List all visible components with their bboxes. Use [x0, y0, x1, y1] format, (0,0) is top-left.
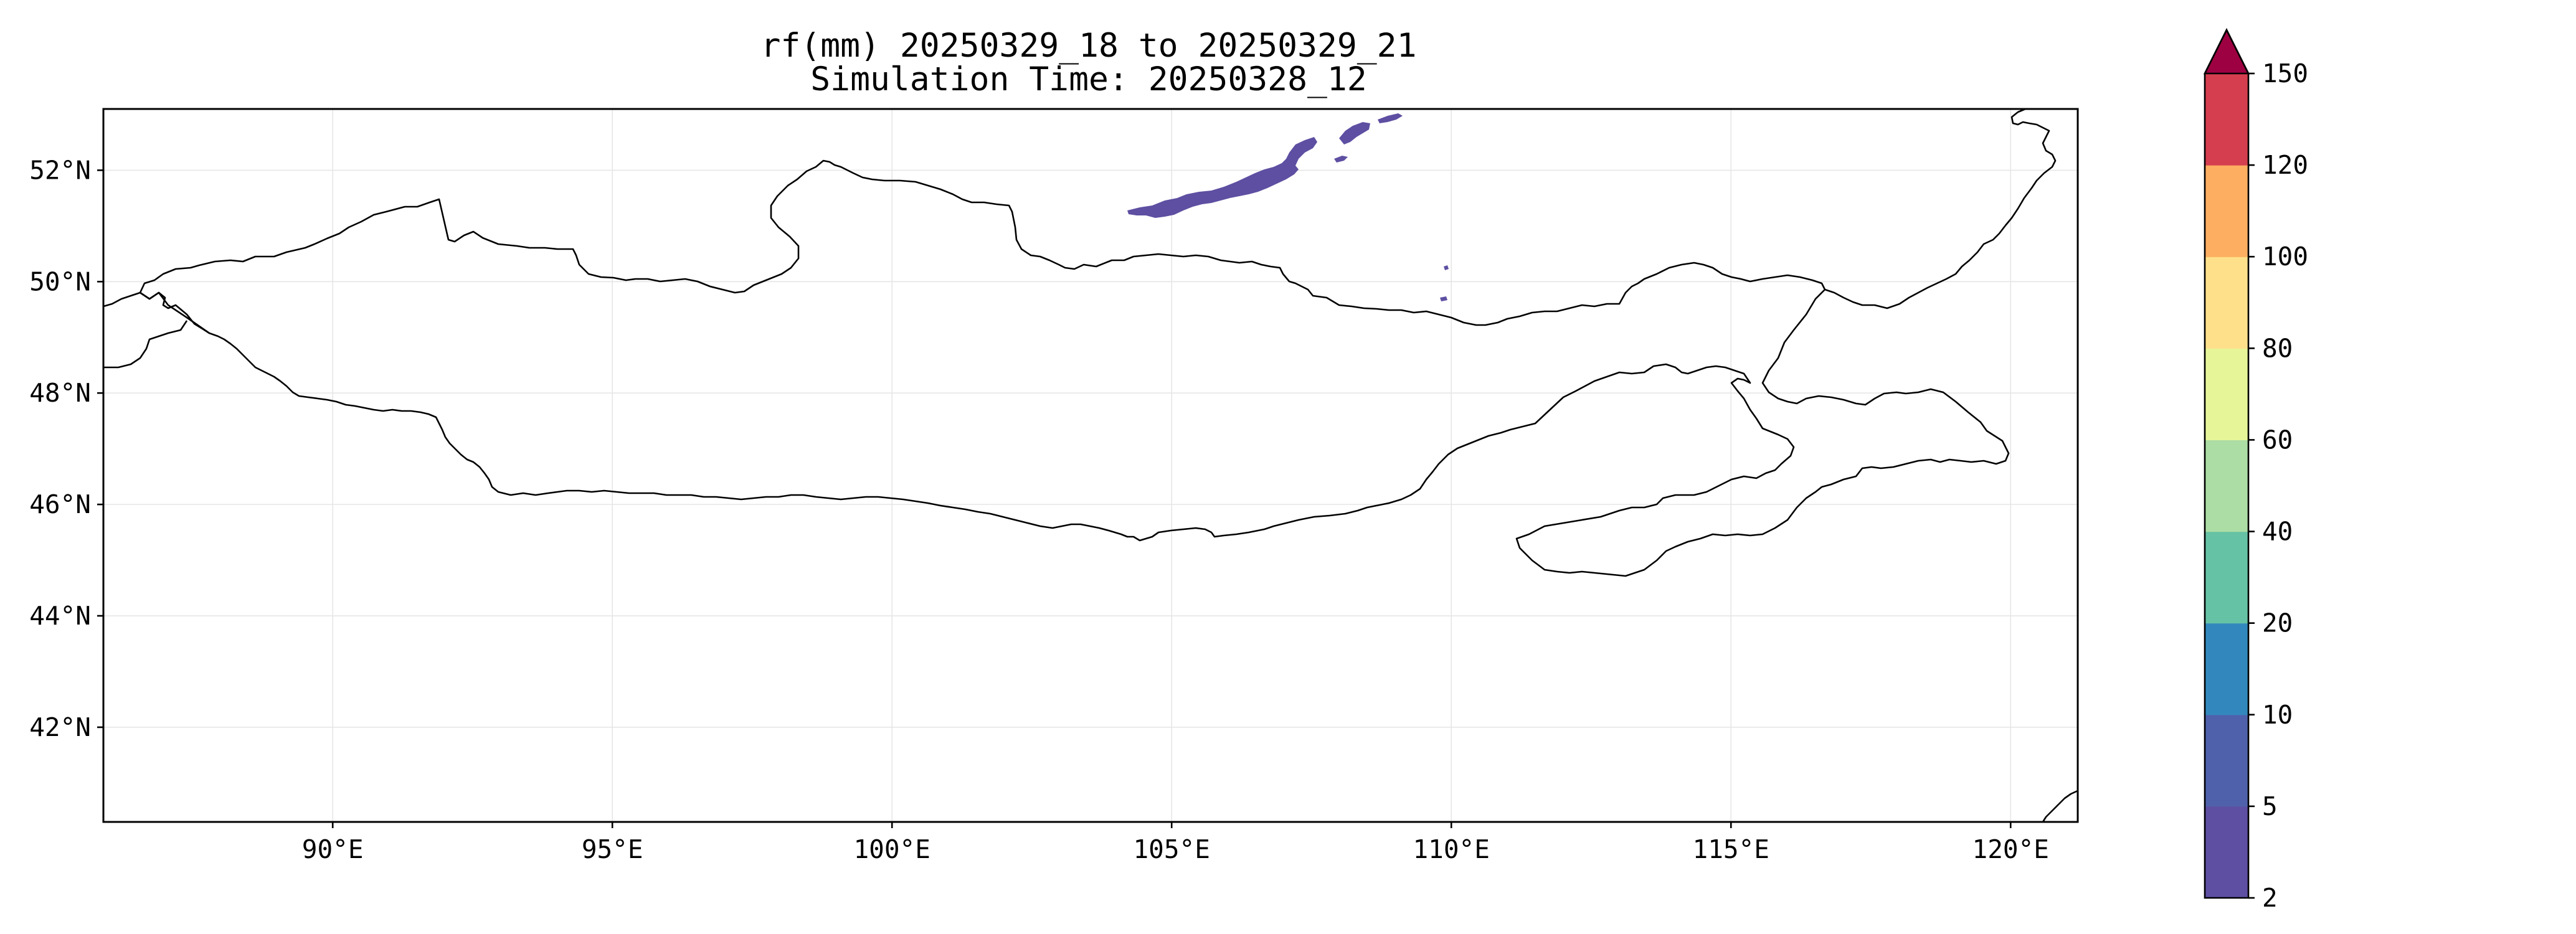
colorbar-extend-arrow: [2203, 28, 2250, 75]
longitude-axis: 90°E 95°E 100°E 105°E 110°E 115°E 120°E: [302, 822, 2049, 864]
lat-tick-label: 46°N: [29, 489, 91, 519]
lat-tick-label: 42°N: [29, 712, 91, 742]
rainfall-patch-main: [1127, 137, 1317, 218]
lat-tick-label: 48°N: [29, 378, 91, 408]
neighbor-border-west: [103, 291, 210, 334]
lon-tick-label: 115°E: [1693, 834, 1769, 864]
colorbar: 2 5 10 20 40 60 80 100 120 150: [2203, 28, 2308, 913]
colorbar-bin-20-40: [2205, 531, 2248, 624]
lon-tick-label: 110°E: [1413, 834, 1490, 864]
lon-tick-label: 95°E: [582, 834, 643, 864]
colorbar-bin-60-80: [2205, 348, 2248, 441]
colorbar-tick-label: 60: [2262, 425, 2293, 455]
map-title-line2: Simulation Time: 20250328_12: [810, 60, 1366, 98]
map-title-line1: rf(mm) 20250329_18 to 20250329_21: [761, 27, 1417, 65]
lat-tick-label: 44°N: [29, 601, 91, 631]
latitude-axis: 42°N 44°N 46°N 48°N 50°N 52°N: [29, 155, 103, 742]
rainfall-patch-north-1: [1339, 122, 1370, 144]
colorbar-bin-120-150: [2205, 73, 2248, 166]
lon-tick-label: 120°E: [1972, 834, 2049, 864]
neighbor-border-east: [1824, 108, 2057, 309]
colorbar-tick-label: 2: [2262, 883, 2278, 913]
rainfall-patch-speck-2: [1440, 296, 1447, 301]
colorbar-tick-label: 120: [2262, 150, 2308, 180]
colorbar-bin-5-10: [2205, 714, 2248, 807]
neighbor-border-southeast: [2042, 790, 2078, 823]
colorbar-bin-40-60: [2205, 440, 2248, 532]
colorbar-bin-100-120: [2205, 165, 2248, 257]
colorbar-bin-10-20: [2205, 623, 2248, 715]
colorbar-outline: [2204, 28, 2250, 899]
lat-tick-label: 50°N: [29, 267, 91, 296]
lat-tick-label: 52°N: [29, 155, 91, 185]
colorbar-tick-label: 100: [2262, 242, 2308, 271]
rainfall-patch-speck-1: [1444, 265, 1449, 270]
mongolia-border: [139, 159, 2010, 577]
colorbar-bin-80-100: [2205, 257, 2248, 349]
map-frame: [102, 108, 2079, 823]
colorbar-tick-label: 40: [2262, 517, 2293, 547]
lon-tick-label: 90°E: [302, 834, 364, 864]
colorbar-tick-label: 20: [2262, 608, 2293, 638]
map-background: [103, 109, 2078, 822]
rainfall-patch-north-2: [1378, 113, 1403, 123]
map-gridlines: [103, 109, 2078, 822]
colorbar-tick-label: 150: [2262, 59, 2308, 88]
colorbar-tick-label: 10: [2262, 700, 2293, 730]
lon-tick-label: 100°E: [853, 834, 930, 864]
colorbar-bin-2-5: [2205, 806, 2248, 899]
colorbar-tick-label: 5: [2262, 791, 2278, 821]
map-panel: [102, 108, 2079, 823]
rainfall-patches: [1127, 113, 1449, 301]
neighbor-border-west-2: [103, 320, 188, 369]
colorbar-tick-label: 80: [2262, 333, 2293, 363]
lon-tick-label: 105°E: [1134, 834, 1210, 864]
rainfall-patch-north-3: [1334, 156, 1348, 163]
